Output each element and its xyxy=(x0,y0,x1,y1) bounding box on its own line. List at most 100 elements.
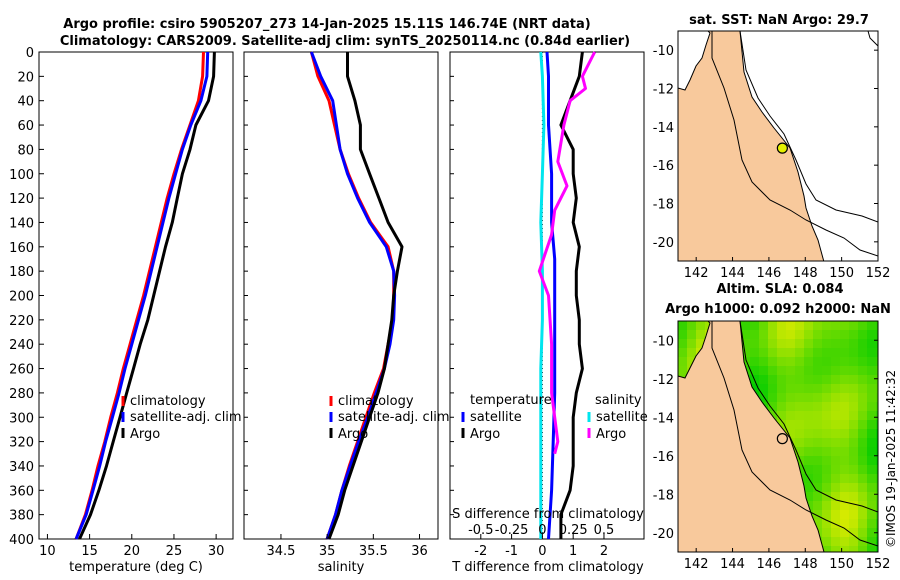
sla-map-float-marker xyxy=(776,433,788,445)
legend-label-temperature-satellite: satellite xyxy=(470,410,522,425)
legend-title-salinity: salinity xyxy=(595,393,642,408)
sla-cell xyxy=(804,465,813,474)
sla-cell xyxy=(858,357,867,366)
sla-cell xyxy=(813,393,822,402)
sla-cell xyxy=(822,528,831,537)
sla-cell xyxy=(759,330,768,339)
legend-label-satellite: satellite-adj. clim xyxy=(338,410,450,425)
x-tick-label: 20 xyxy=(124,544,141,559)
sla-cell xyxy=(840,492,849,501)
difference-top-xlabel: S difference from climatology xyxy=(452,507,644,522)
sla-cell xyxy=(876,357,878,366)
sla-map-frame xyxy=(677,320,879,553)
sst-map-shelf-contour xyxy=(711,31,878,257)
title-line-1: Argo profile: csiro 5905207_273 14-Jan-2… xyxy=(63,17,590,32)
y-tick-label: 200 xyxy=(9,290,34,305)
sla-cell xyxy=(831,501,840,510)
sla-cell xyxy=(849,357,858,366)
sla-cell xyxy=(840,348,849,357)
sla-cell xyxy=(750,321,759,330)
sla-cell xyxy=(831,420,840,429)
sla-cell xyxy=(813,411,822,420)
sla-cell xyxy=(849,429,858,438)
sla-cell xyxy=(804,456,813,465)
salinity-xlabel: salinity xyxy=(318,560,365,575)
sla-cell xyxy=(795,456,804,465)
sla-cell xyxy=(696,339,705,348)
sla-cell xyxy=(849,402,858,411)
sla-cell xyxy=(840,438,849,447)
sla-cell xyxy=(741,330,750,339)
sla-cell xyxy=(795,375,804,384)
sla-cell xyxy=(813,375,822,384)
sla-cell xyxy=(867,393,876,402)
sla-cell xyxy=(759,375,768,384)
sla-cell xyxy=(777,411,786,420)
sla-cell xyxy=(795,384,804,393)
sla-cell xyxy=(867,501,876,510)
y-tick-label: 340 xyxy=(9,460,34,475)
y-tick-label: 220 xyxy=(9,314,34,329)
x-tick-label: 30 xyxy=(208,544,225,559)
sla-cell xyxy=(876,537,878,546)
map-x-tick-label: 146 xyxy=(756,557,781,572)
sla-cell xyxy=(849,456,858,465)
sla-cell xyxy=(858,501,867,510)
sla-cell xyxy=(831,393,840,402)
map-y-tick-label: -14 xyxy=(653,121,674,136)
series-line-salinity-satellite xyxy=(539,51,546,539)
series-line-argo xyxy=(327,52,404,540)
sla-cell xyxy=(741,321,750,330)
sla-cell xyxy=(822,456,831,465)
sla-cell xyxy=(741,348,750,357)
sla-cell xyxy=(813,420,822,429)
legend-label-climatology: climatology xyxy=(130,394,206,409)
y-tick-label: 60 xyxy=(17,119,34,134)
y-tick-label: 380 xyxy=(9,509,34,524)
map-y-tick-label: -16 xyxy=(653,159,674,174)
map-y-tick-label: -12 xyxy=(653,373,674,388)
sla-cell xyxy=(840,546,849,552)
map-x-tick-label: 152 xyxy=(866,557,891,572)
sla-cell xyxy=(867,384,876,393)
sst-map-reef-contour xyxy=(739,31,878,223)
sla-map-axes: 142 144 146 148 150 152 -10 -12 -14 -16 -18 -20 xyxy=(653,334,891,572)
sla-cell xyxy=(822,483,831,492)
sla-cell xyxy=(804,366,813,375)
sla-cell xyxy=(777,402,786,411)
sla-cell xyxy=(687,321,696,330)
sla-cell xyxy=(858,366,867,375)
sla-cell xyxy=(867,348,876,357)
salinity-plot: 34.5 35 35.5 36 xyxy=(244,51,428,559)
sla-cell xyxy=(831,384,840,393)
sla-cell xyxy=(750,384,759,393)
sla-cell xyxy=(750,330,759,339)
sla-cell xyxy=(849,546,858,552)
y-tick-label: 160 xyxy=(9,241,34,256)
map-x-tick-label: 148 xyxy=(793,557,818,572)
series-line-satellite-adj-clim xyxy=(74,51,210,540)
sla-cell xyxy=(849,411,858,420)
sla-cell xyxy=(840,537,849,546)
y-tick-label: 140 xyxy=(9,216,34,231)
salinity-legend: climatology satellite-adj. clim Argo xyxy=(329,394,450,442)
map-x-tick-label: 144 xyxy=(720,557,745,572)
sla-cell xyxy=(795,402,804,411)
temperature-xlabel: temperature (deg C) xyxy=(69,560,203,575)
sla-cell xyxy=(831,483,840,492)
sla-cell xyxy=(831,492,840,501)
sla-cell xyxy=(786,321,795,330)
sla-cell xyxy=(867,510,876,519)
sla-cell xyxy=(750,366,759,375)
x-tick-label: -2 xyxy=(474,544,487,559)
sst-map-title: sat. SST: NaN Argo: 29.7 xyxy=(689,13,869,28)
sla-cell xyxy=(867,528,876,537)
map-x-tick-label: 142 xyxy=(684,266,709,281)
sla-cell xyxy=(876,366,878,375)
sla-cell xyxy=(867,339,876,348)
sla-cell xyxy=(858,510,867,519)
map-x-tick-label: 152 xyxy=(866,266,891,281)
sla-cell xyxy=(831,456,840,465)
x-tick-label: 36 xyxy=(411,544,428,559)
sla-cell xyxy=(777,339,786,348)
